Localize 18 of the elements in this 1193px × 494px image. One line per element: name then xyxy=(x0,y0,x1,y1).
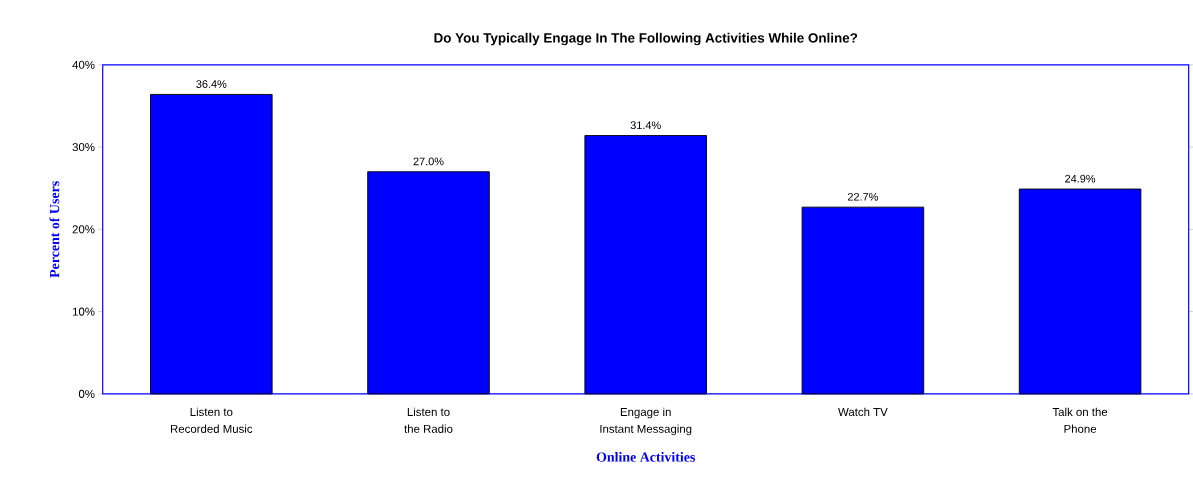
y-tick-label: 30% xyxy=(72,143,95,152)
x-axis-title: Online Activities xyxy=(596,452,696,462)
x-tick-label: Engage in Instant Messaging xyxy=(600,407,692,436)
data-label: 31.4% xyxy=(630,121,661,130)
x-tick-label: Watch TV xyxy=(838,407,888,417)
x-tick-label: Listen to Recorded Music xyxy=(170,407,253,434)
x-tick-label: Talk on the Phone xyxy=(1052,407,1108,434)
y-axis-title: Percent of Users xyxy=(49,181,60,278)
data-label: 24.9% xyxy=(1065,175,1096,183)
data-label: 22.7% xyxy=(847,193,878,201)
data-label: 27.0% xyxy=(413,157,444,166)
y-tick-label: 40% xyxy=(72,60,95,70)
y-tick-label: 10% xyxy=(72,307,95,316)
x-tick-label: Listen to the Radio xyxy=(404,407,453,434)
y-tick-label: 0% xyxy=(78,390,95,399)
data-label: 36.4% xyxy=(196,80,227,89)
y-tick-label: 20% xyxy=(72,225,95,234)
chart-title: Do You Typically Engage In The Following Activities While Online? xyxy=(434,32,858,46)
